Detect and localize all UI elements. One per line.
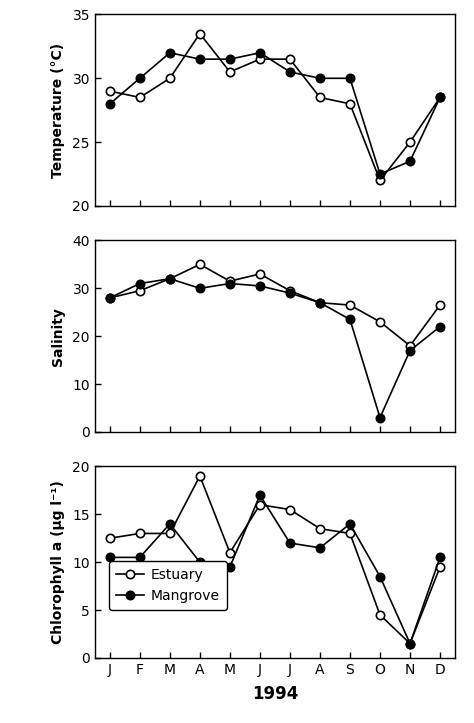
Estuary <box>407 639 413 648</box>
Estuary <box>317 524 323 533</box>
X-axis label: 1994: 1994 <box>252 685 298 703</box>
Estuary <box>107 534 113 542</box>
Line: Mangrove: Mangrove <box>106 491 444 648</box>
Mangrove <box>347 520 353 529</box>
Estuary <box>347 529 353 538</box>
Estuary <box>197 471 203 480</box>
Y-axis label: Chlorophyll a (μg l⁻¹): Chlorophyll a (μg l⁻¹) <box>51 480 65 644</box>
Estuary <box>167 529 173 538</box>
Mangrove <box>377 572 383 581</box>
Estuary <box>287 505 293 514</box>
Y-axis label: Temperature (°C): Temperature (°C) <box>52 43 65 178</box>
Line: Estuary: Estuary <box>106 472 444 648</box>
Mangrove <box>137 553 143 562</box>
Y-axis label: Salinity: Salinity <box>51 307 65 366</box>
Estuary <box>227 548 233 557</box>
Estuary <box>257 500 263 509</box>
Legend: Estuary, Mangrove: Estuary, Mangrove <box>109 561 227 609</box>
Estuary <box>437 562 443 571</box>
Mangrove <box>257 491 263 500</box>
Mangrove <box>437 553 443 562</box>
Mangrove <box>287 539 293 547</box>
Mangrove <box>197 558 203 567</box>
Mangrove <box>167 520 173 529</box>
Mangrove <box>407 639 413 648</box>
Estuary <box>137 529 143 538</box>
Estuary <box>377 610 383 619</box>
Mangrove <box>317 544 323 552</box>
Mangrove <box>227 562 233 571</box>
Mangrove <box>107 553 113 562</box>
